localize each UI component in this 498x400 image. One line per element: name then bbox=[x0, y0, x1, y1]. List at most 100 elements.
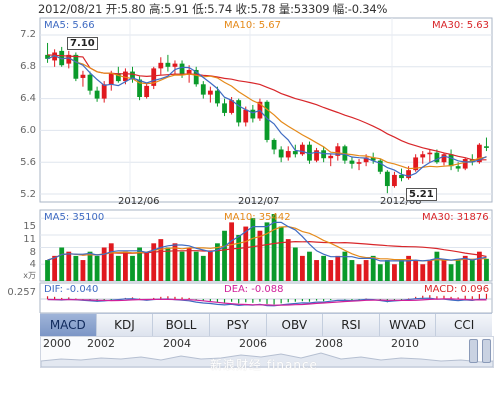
macd-value-label: MACD: 0.096 bbox=[424, 284, 490, 295]
volume-y-tick: 15 bbox=[23, 221, 36, 232]
quote-change: 幅:-0.34% bbox=[332, 2, 388, 16]
volume-ma30-label: MA30: 31876 bbox=[422, 212, 489, 223]
volume-bar bbox=[434, 251, 440, 281]
candle-body bbox=[94, 90, 100, 99]
volume-bar bbox=[80, 260, 86, 281]
volume-bar bbox=[314, 260, 319, 281]
volume-bar bbox=[264, 222, 270, 281]
volume-bar bbox=[73, 255, 79, 281]
volume-bar bbox=[349, 260, 355, 281]
candle-body bbox=[321, 150, 327, 159]
quote-header: 2012/08/21 开:5.80 高:5.91 低:5.74 收:5.78 量… bbox=[38, 1, 387, 17]
macd-dif-line bbox=[47, 297, 487, 307]
volume-bar bbox=[144, 251, 150, 281]
price-y-tick: 6.8 bbox=[20, 61, 36, 72]
tab-obv[interactable]: OBV bbox=[267, 314, 324, 336]
volume-bar bbox=[356, 264, 362, 281]
volume-bar bbox=[427, 260, 433, 281]
candle-body bbox=[243, 109, 249, 123]
price-ma10-line bbox=[47, 55, 487, 170]
candle-body bbox=[207, 90, 213, 95]
volume-bar bbox=[392, 264, 397, 281]
candle-body bbox=[462, 159, 468, 169]
price-ma5-line bbox=[47, 55, 487, 177]
candle-body bbox=[356, 162, 362, 164]
volume-y-tick: 11 bbox=[23, 234, 36, 245]
candle-body bbox=[384, 171, 390, 187]
volume-bar bbox=[108, 243, 114, 281]
volume-bar bbox=[215, 243, 220, 281]
volume-bar bbox=[151, 243, 157, 281]
candle-body bbox=[420, 154, 426, 158]
candle-body bbox=[179, 63, 185, 75]
volume-bar bbox=[476, 251, 482, 281]
candle-body bbox=[413, 157, 419, 171]
candle-body bbox=[314, 150, 319, 161]
candle-body bbox=[484, 146, 489, 148]
tab-macd[interactable]: MACD bbox=[40, 314, 97, 336]
volume-bar bbox=[207, 251, 213, 281]
volume-bar bbox=[342, 251, 348, 281]
tab-boll[interactable]: BOLL bbox=[153, 314, 210, 336]
timeline-year: 2004 bbox=[163, 337, 191, 350]
volume-bar bbox=[307, 251, 312, 281]
candle-body bbox=[250, 109, 256, 119]
volume-bar bbox=[406, 255, 411, 281]
quote-open: 开:5.80 bbox=[105, 2, 146, 16]
candle-body bbox=[59, 50, 65, 66]
indicator-tabs: MACD KDJ BOLL PSY OBV RSI WVAD CCI bbox=[40, 313, 492, 337]
candle-body bbox=[101, 84, 107, 99]
volume-bar bbox=[441, 260, 447, 281]
volume-bar bbox=[335, 255, 341, 281]
volume-bar bbox=[328, 260, 334, 281]
tab-cci[interactable]: CCI bbox=[454, 318, 475, 332]
volume-unit: x万 bbox=[23, 271, 36, 280]
volume-bar bbox=[186, 247, 192, 281]
volume-bar bbox=[370, 255, 376, 281]
macd-dea-line bbox=[47, 298, 487, 306]
volume-bar bbox=[52, 255, 58, 281]
volume-bar bbox=[243, 226, 249, 281]
high-marker: 7.10 bbox=[67, 37, 98, 50]
volume-y-tick: 4 bbox=[29, 259, 36, 270]
low-marker: 5.21 bbox=[406, 188, 437, 201]
tab-rsi[interactable]: RSI bbox=[323, 314, 380, 336]
candle-body bbox=[172, 63, 178, 67]
candle-body bbox=[335, 146, 341, 156]
candle-body bbox=[441, 154, 447, 163]
volume-bar bbox=[123, 251, 128, 281]
timeline-navigator[interactable]: 2000 2002 2004 2006 2008 2010 bbox=[40, 336, 494, 368]
candle-body bbox=[80, 74, 86, 78]
candle-body bbox=[392, 174, 397, 187]
quote-close: 收:5.78 bbox=[235, 2, 276, 16]
volume-bar bbox=[384, 260, 390, 281]
tab-psy[interactable]: PSY bbox=[210, 314, 267, 336]
volume-bar bbox=[94, 255, 100, 281]
price-y-tick: 5.6 bbox=[20, 157, 36, 168]
macd-y-tick: 0.257 bbox=[7, 287, 36, 298]
candle-body bbox=[292, 151, 298, 155]
candle-body bbox=[406, 170, 411, 179]
candle-body bbox=[137, 79, 142, 98]
volume-bar bbox=[229, 222, 235, 281]
volume-ma10-label: MA10: 35442 bbox=[224, 212, 291, 223]
timeline-left-handle[interactable] bbox=[469, 339, 478, 363]
candle-body bbox=[130, 71, 135, 80]
macd-dif-label: DIF: -0.040 bbox=[44, 284, 99, 295]
volume-bar bbox=[172, 243, 178, 281]
candle-body bbox=[215, 90, 220, 104]
tab-wvad[interactable]: WVAD bbox=[380, 314, 437, 336]
volume-bar bbox=[257, 230, 263, 281]
volume-bar bbox=[236, 234, 242, 281]
volume-bar bbox=[377, 264, 383, 281]
candle-body bbox=[66, 54, 72, 64]
tab-kdj[interactable]: KDJ bbox=[97, 314, 154, 336]
volume-ma30-line bbox=[47, 240, 487, 261]
quote-low: 低:5.74 bbox=[192, 2, 233, 16]
timeline-right-handle[interactable] bbox=[482, 339, 491, 363]
volume-bar bbox=[87, 251, 93, 281]
price-y-tick: 5.2 bbox=[20, 189, 36, 200]
candle-body bbox=[427, 152, 433, 155]
candle-body bbox=[158, 62, 164, 69]
candle-body bbox=[399, 174, 404, 179]
